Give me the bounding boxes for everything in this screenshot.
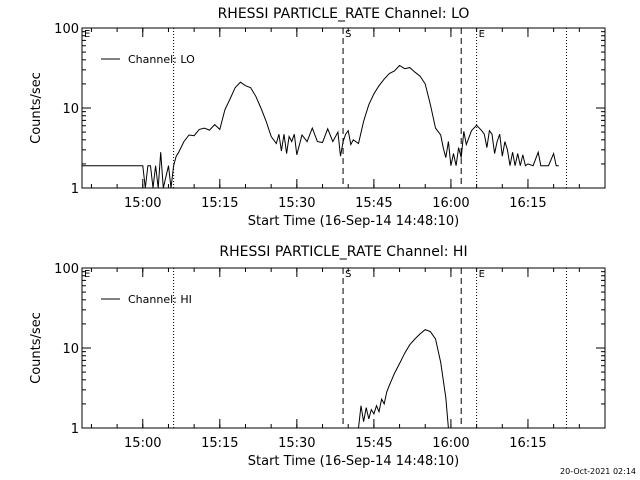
x-tick-label: 16:15 [509, 436, 546, 451]
x-tick-label: 15:30 [278, 196, 315, 211]
y-tick-label: 10 [62, 342, 79, 357]
x-tick-label: 16:15 [509, 196, 546, 211]
y-tick-label: 100 [54, 262, 79, 277]
x-axis-label: Start Time (16-Sep-14 14:48:10) [248, 454, 459, 469]
x-tick-label: 15:30 [278, 436, 315, 451]
series-line [82, 64, 559, 189]
series-line [358, 329, 449, 429]
y-tick-label: 100 [54, 22, 79, 37]
x-tick-label: 15:45 [355, 436, 392, 451]
marker-label: E [479, 269, 485, 280]
chart-lo: RHESSI PARTICLE_RATE Channel: LO Start Ti… [29, 6, 606, 229]
chart-title: RHESSI PARTICLE_RATE Channel: LO [218, 6, 470, 22]
chart-title: RHESSI PARTICLE_RATE Channel: HI [219, 244, 467, 260]
legend-label: Channel: LO [128, 53, 195, 66]
x-tick-label: 16:00 [432, 436, 469, 451]
x-tick-label: 15:00 [124, 196, 161, 211]
y-axis-label: Counts/sec [29, 72, 44, 144]
marker-label: S [345, 29, 351, 40]
x-tick-label: 15:00 [124, 436, 161, 451]
y-tick-label: 10 [62, 102, 79, 117]
y-tick-label: 1 [71, 422, 79, 437]
marker-label: E [479, 29, 485, 40]
marker-label: S [345, 269, 351, 280]
x-axis-label: Start Time (16-Sep-14 14:48:10) [248, 214, 459, 229]
y-axis-label: Counts/sec [29, 312, 44, 384]
marker-label: E [84, 29, 90, 40]
legend-label: Channel: HI [128, 293, 192, 306]
x-tick-label: 15:15 [201, 436, 238, 451]
x-tick-label: 15:45 [355, 196, 392, 211]
y-tick-label: 1 [71, 182, 79, 197]
marker-label: E [84, 269, 90, 280]
footer-timestamp: 20-Oct-2021 02:14 [560, 467, 636, 476]
x-tick-label: 16:00 [432, 196, 469, 211]
x-tick-label: 15:15 [201, 196, 238, 211]
chart-hi: RHESSI PARTICLE_RATE Channel: HI Start Ti… [29, 244, 606, 469]
